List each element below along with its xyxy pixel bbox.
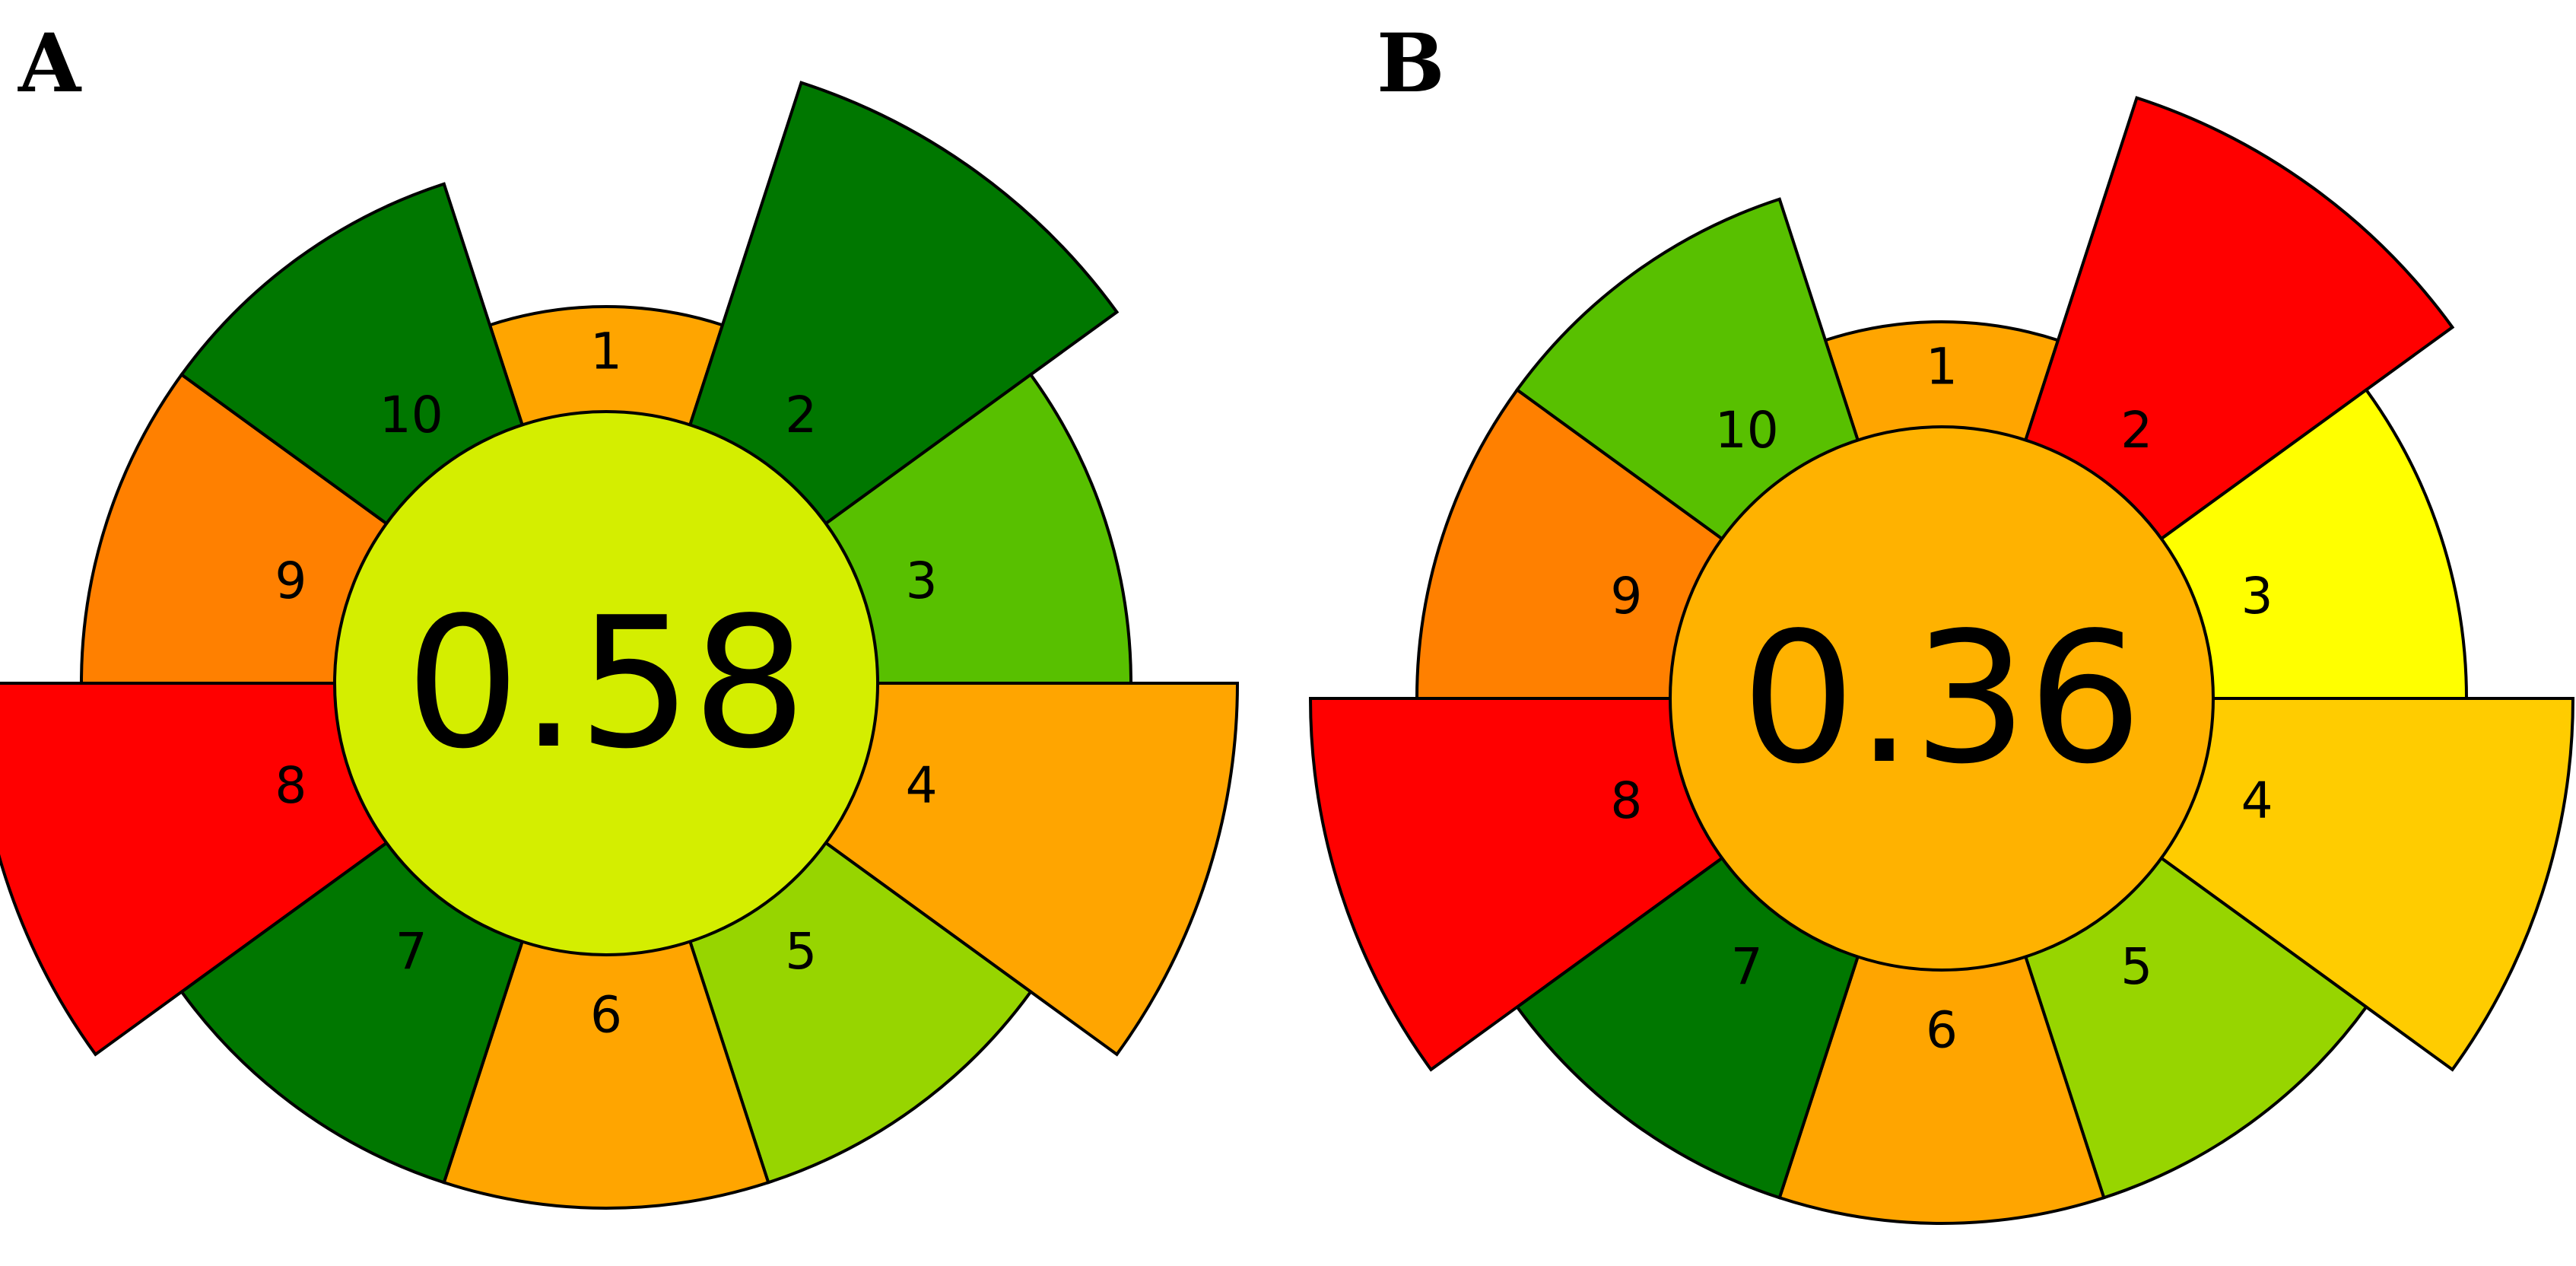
panel-b-segment-6-label: 6 xyxy=(1926,1001,1958,1060)
panel-a-segment-5-label: 5 xyxy=(785,922,817,981)
panel-b-pictogram: 1 2 3 4 5 6 7 8 9 10 0.36 xyxy=(1308,96,2575,1226)
panel-a-segment-7-label: 7 xyxy=(395,922,427,981)
panel-a-segment-2-label: 2 xyxy=(785,386,817,444)
panel-a-letter: A xyxy=(18,15,81,110)
panel-a-segment-8-label: 8 xyxy=(275,756,307,815)
panel-b-score: 0.36 xyxy=(1741,593,2142,803)
panel-a-segment-1-label: 1 xyxy=(590,323,622,381)
panel-a-segment-3-label: 3 xyxy=(906,552,938,610)
panel-b-center-circle xyxy=(1669,425,2215,972)
panel-b-letter: B xyxy=(1377,15,1445,110)
panel-b-segment-8-label: 8 xyxy=(1610,771,1642,830)
panel-b-segment-1-label: 1 xyxy=(1926,338,1958,396)
panel-a-score: 0.58 xyxy=(405,578,807,788)
panel-a-center-circle xyxy=(333,410,879,956)
panel-a-pictogram: 1 2 3 4 5 6 7 8 9 10 0.58 xyxy=(0,81,1240,1210)
panel-b-segment-4-label: 4 xyxy=(2241,771,2273,830)
panel-b-segment-5-label: 5 xyxy=(2120,937,2152,996)
panel-a-segment-9-label: 9 xyxy=(275,552,307,610)
panel-b-segment-7-label: 7 xyxy=(1731,937,1763,996)
panel-a-segment-4-label: 4 xyxy=(906,756,938,815)
panel-a-segment-6-label: 6 xyxy=(590,986,622,1045)
panel-b-segment-2-label: 2 xyxy=(2120,401,2152,460)
panel-b-segment-9-label: 9 xyxy=(1610,567,1642,625)
panel-a-segment-10-label: 10 xyxy=(380,386,443,444)
panel-b-segment-10-label: 10 xyxy=(1715,401,1779,460)
panel-b-segment-3-label: 3 xyxy=(2241,567,2273,625)
